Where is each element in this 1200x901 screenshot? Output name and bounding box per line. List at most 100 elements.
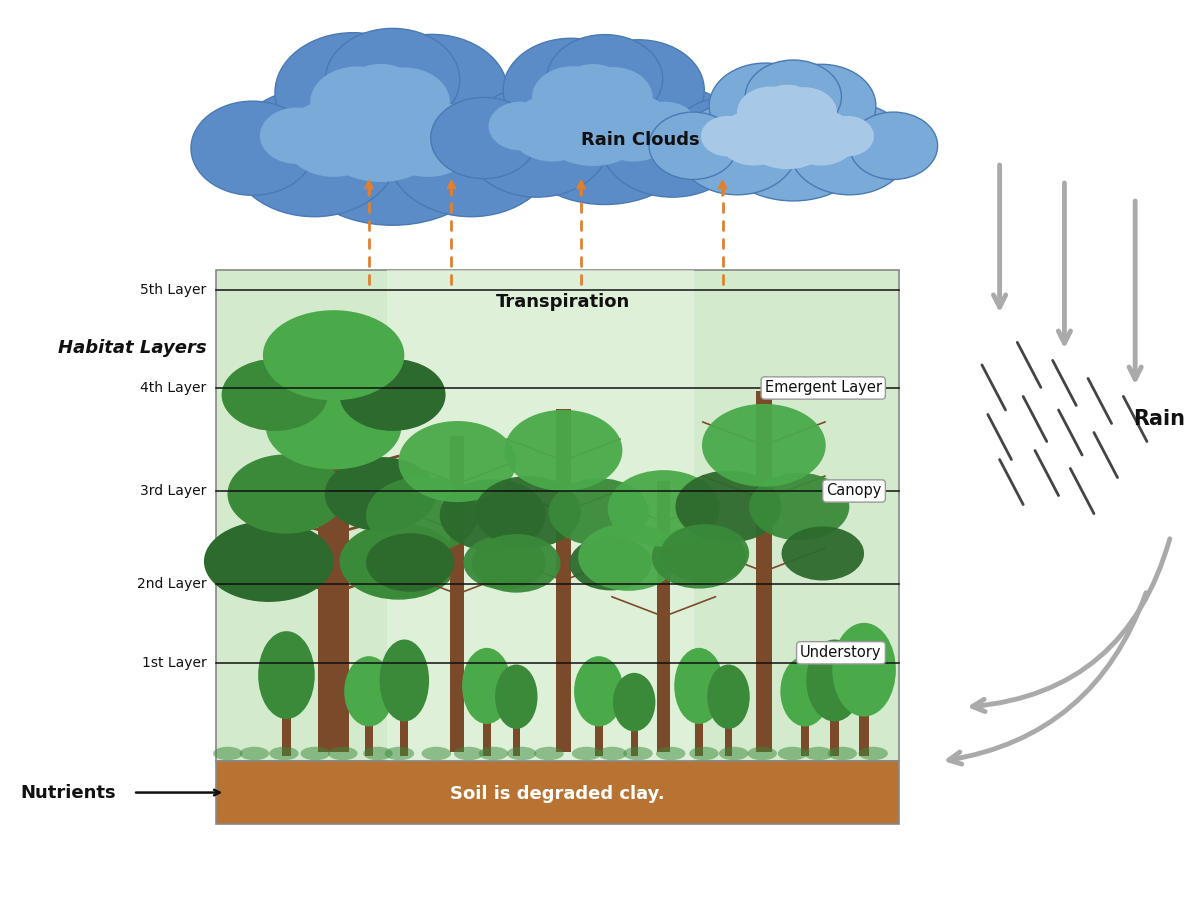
Ellipse shape [258,632,314,719]
Circle shape [281,54,504,225]
Circle shape [311,67,404,139]
Bar [512,702,520,756]
Ellipse shape [463,535,546,589]
Bar [216,270,900,760]
Bar [756,391,772,751]
Circle shape [758,85,816,129]
Text: Nutrients: Nutrients [20,784,115,802]
Ellipse shape [344,656,394,726]
Circle shape [649,112,737,179]
Bar [365,696,373,756]
Ellipse shape [504,410,623,491]
Ellipse shape [674,648,724,724]
Text: Understory: Understory [800,645,882,660]
Circle shape [260,107,334,164]
Ellipse shape [366,477,478,553]
Text: Transpiration: Transpiration [497,293,630,311]
Ellipse shape [808,747,838,760]
Circle shape [377,100,478,177]
Circle shape [718,111,790,166]
Ellipse shape [439,479,546,551]
Circle shape [547,34,662,123]
Ellipse shape [386,747,416,760]
Text: 4th Layer: 4th Layer [140,381,206,395]
Circle shape [427,107,502,164]
Text: Habitat Layers: Habitat Layers [58,339,206,357]
Circle shape [275,32,432,152]
Ellipse shape [228,454,346,533]
Ellipse shape [688,747,718,760]
Ellipse shape [326,747,356,760]
Ellipse shape [652,525,746,588]
Circle shape [737,86,804,138]
Circle shape [672,97,779,178]
Text: 5th Layer: 5th Layer [140,283,206,297]
Ellipse shape [780,656,830,726]
Ellipse shape [359,747,389,760]
Ellipse shape [569,536,652,590]
Ellipse shape [304,747,332,760]
Text: Soil is degraded clay.: Soil is degraded clay. [450,785,665,803]
Ellipse shape [770,747,799,760]
Circle shape [574,67,653,127]
Circle shape [572,40,704,141]
Bar [282,682,292,756]
Circle shape [600,86,745,197]
Ellipse shape [578,523,678,591]
Ellipse shape [719,747,748,760]
Ellipse shape [806,640,863,722]
Ellipse shape [781,526,864,580]
Ellipse shape [421,747,450,760]
Circle shape [821,116,874,157]
Bar [859,677,869,756]
Ellipse shape [661,524,749,583]
Circle shape [677,103,797,195]
Ellipse shape [739,747,769,760]
Ellipse shape [656,747,685,760]
Circle shape [313,79,448,182]
Circle shape [785,111,857,166]
Circle shape [767,64,876,148]
Bar [401,687,408,756]
Circle shape [355,34,508,150]
Circle shape [191,101,314,196]
Ellipse shape [270,747,300,760]
Bar [631,706,637,756]
Ellipse shape [707,665,750,729]
Text: Rain: Rain [1133,409,1184,429]
Circle shape [772,87,836,137]
Ellipse shape [533,747,563,760]
Text: 1st Layer: 1st Layer [142,656,206,669]
Circle shape [634,102,697,150]
Ellipse shape [574,656,624,726]
Bar [658,481,670,751]
Ellipse shape [833,623,896,716]
Ellipse shape [263,310,404,400]
Bar [450,436,464,751]
Circle shape [386,88,554,216]
Circle shape [359,68,450,137]
Bar [318,355,349,751]
Text: Rain Clouds: Rain Clouds [581,131,700,149]
Ellipse shape [266,384,401,469]
Ellipse shape [462,648,511,724]
Ellipse shape [325,457,437,531]
Bar [800,696,809,756]
Circle shape [283,100,384,177]
Circle shape [739,96,835,169]
Circle shape [535,77,650,166]
Circle shape [701,116,754,157]
Ellipse shape [563,747,592,760]
Ellipse shape [475,476,581,548]
Ellipse shape [222,359,328,431]
Bar [695,692,703,756]
Ellipse shape [624,747,653,760]
Bar [595,696,602,756]
Ellipse shape [204,521,334,602]
Bar [725,702,732,756]
Ellipse shape [340,359,445,431]
Circle shape [713,78,874,201]
Text: 2nd Layer: 2nd Layer [137,578,206,591]
Circle shape [325,29,460,131]
Ellipse shape [473,747,502,760]
